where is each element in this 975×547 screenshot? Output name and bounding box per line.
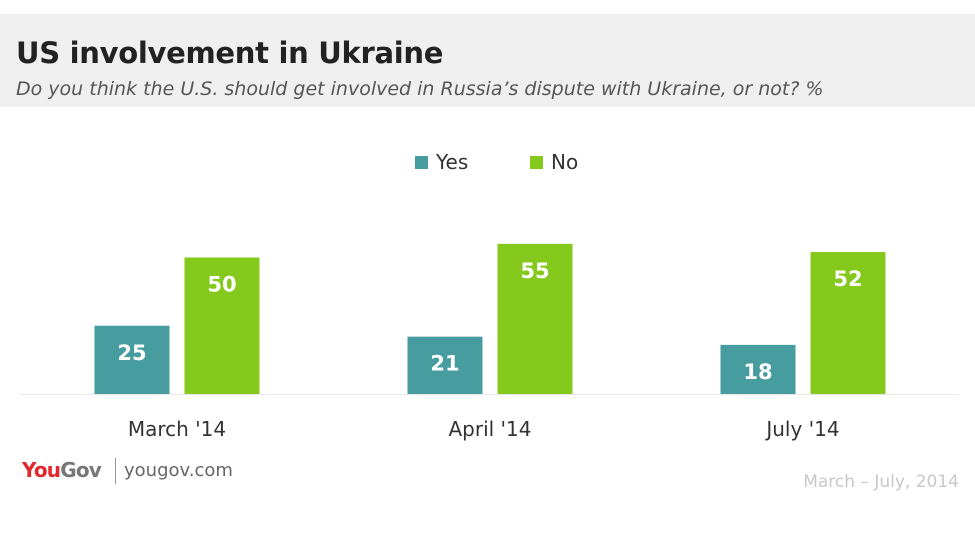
data-label-yes-0: 25 (117, 341, 146, 365)
bar-no-1 (497, 243, 573, 394)
footer-url: yougov.com (124, 460, 233, 481)
legend-swatch-no (530, 155, 543, 169)
legend-item-no: No (530, 150, 578, 174)
yougov-logo: YouGov (22, 458, 102, 482)
bar-yes-0 (94, 325, 170, 394)
data-label-no-1: 55 (520, 259, 549, 283)
legend-label-yes: Yes (436, 150, 469, 174)
bar-yes-1 (407, 336, 483, 394)
data-label-no-0: 50 (207, 273, 236, 297)
legend-item-yes: Yes (415, 150, 468, 174)
bar-no-2 (810, 252, 886, 394)
chart-header: US involvement in Ukraine Do you think t… (0, 14, 975, 107)
chart-legend: Yes No (0, 150, 975, 176)
yougov-logo-text: YouGov (22, 458, 102, 482)
footer-date-range: March – July, 2014 (803, 472, 959, 492)
bar-no-0 (184, 257, 260, 394)
legend-swatch-yes (415, 155, 428, 169)
data-label-yes-1: 21 (430, 352, 459, 376)
footer-divider (115, 458, 116, 484)
chart-title: US involvement in Ukraine (16, 36, 444, 70)
legend-label-no: No (551, 150, 579, 174)
data-label-yes-2: 18 (743, 360, 772, 384)
data-label-no-2: 52 (833, 267, 862, 291)
x-tick-label-0: March '14 (128, 417, 226, 441)
bar-yes-2 (720, 344, 796, 394)
x-tick-label-1: April '14 (448, 417, 531, 441)
x-tick-label-2: July '14 (764, 417, 839, 441)
chart-subtitle: Do you think the U.S. should get involve… (16, 78, 824, 100)
